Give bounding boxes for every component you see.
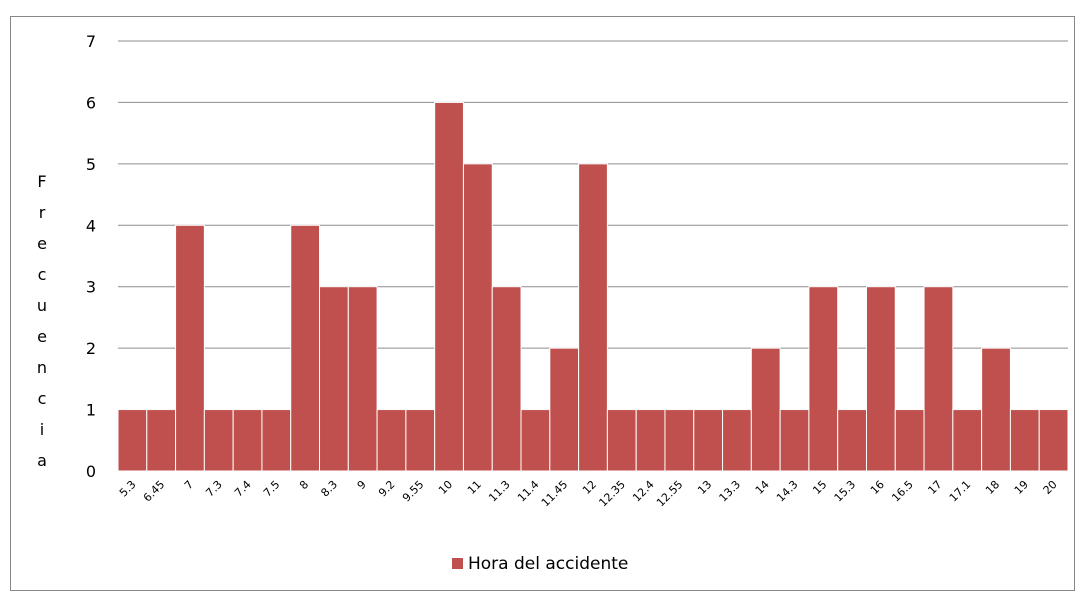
bar bbox=[722, 409, 752, 472]
bar bbox=[117, 409, 148, 472]
x-tick-label: 8.3 bbox=[318, 478, 340, 500]
x-tick-label: 8 bbox=[297, 478, 311, 492]
bar bbox=[232, 409, 263, 472]
x-tick-label: 7.5 bbox=[261, 478, 283, 500]
x-tick-label: 9 bbox=[355, 478, 369, 492]
x-tick-label: 11.3 bbox=[486, 478, 513, 505]
x-tick-label: 9.55 bbox=[400, 478, 427, 505]
x-tick-label: 7.3 bbox=[203, 478, 225, 500]
bar bbox=[462, 163, 493, 472]
bar bbox=[319, 286, 349, 472]
bar bbox=[779, 409, 810, 472]
bar bbox=[290, 224, 321, 472]
x-tick-label: 14 bbox=[753, 478, 772, 497]
bar bbox=[894, 409, 925, 472]
bar bbox=[606, 409, 637, 472]
x-tick-label: 13 bbox=[695, 478, 714, 497]
x-tick-label: 20 bbox=[1041, 478, 1060, 497]
bar bbox=[347, 286, 378, 472]
x-tick-label: 12.35 bbox=[596, 478, 627, 509]
bar bbox=[146, 409, 177, 472]
bar bbox=[952, 409, 983, 472]
x-tick-label: 19 bbox=[1012, 478, 1031, 497]
bar bbox=[203, 409, 234, 472]
x-tick-label: 7 bbox=[182, 478, 196, 492]
y-tick-label: 0 bbox=[86, 462, 96, 481]
x-tick-label: 15 bbox=[810, 478, 829, 497]
y-tick-label: 4 bbox=[86, 216, 96, 235]
y-tick-label: 2 bbox=[86, 339, 96, 358]
x-tick-label: 5.3 bbox=[117, 478, 139, 500]
bar bbox=[635, 409, 666, 472]
x-tick-label: 10 bbox=[436, 478, 455, 497]
bar bbox=[923, 286, 954, 472]
chart-frame bbox=[10, 16, 1075, 591]
bar bbox=[261, 409, 292, 472]
bar bbox=[664, 409, 695, 472]
x-tick-label: 17 bbox=[925, 478, 944, 497]
x-tick-label: 16.5 bbox=[889, 478, 916, 505]
y-axis-label: Frecuencia bbox=[33, 172, 52, 482]
x-tick-label: 9.2 bbox=[376, 478, 398, 500]
x-tick-label: 18 bbox=[983, 478, 1002, 497]
y-tick-label: 7 bbox=[86, 32, 96, 51]
bar bbox=[376, 409, 407, 472]
legend-swatch bbox=[452, 558, 463, 569]
x-tick-label: 12.55 bbox=[654, 478, 685, 509]
x-tick-label: 11.45 bbox=[539, 478, 570, 509]
x-tick-label: 12 bbox=[580, 478, 599, 497]
bar bbox=[520, 409, 551, 472]
bar bbox=[491, 286, 522, 472]
bar bbox=[1038, 409, 1069, 472]
bar bbox=[693, 409, 724, 472]
y-tick-label: 5 bbox=[86, 155, 96, 174]
bar bbox=[405, 409, 436, 472]
bar bbox=[175, 224, 205, 472]
x-tick-label: 11.4 bbox=[515, 478, 542, 505]
bar bbox=[750, 347, 781, 472]
x-tick-label: 6.45 bbox=[141, 478, 168, 505]
x-tick-label: 15.3 bbox=[832, 478, 859, 505]
y-tick-label: 3 bbox=[86, 278, 96, 297]
x-tick-label: 16 bbox=[868, 478, 887, 497]
x-tick-label: 12.4 bbox=[630, 478, 657, 505]
bar bbox=[434, 101, 464, 472]
bar bbox=[1009, 409, 1040, 472]
x-tick-label: 11 bbox=[465, 478, 484, 497]
x-tick-label: 13.3 bbox=[717, 478, 744, 505]
bar bbox=[808, 286, 839, 472]
x-tick-label: 17.1 bbox=[947, 478, 974, 505]
y-tick-label: 6 bbox=[86, 93, 96, 112]
bar bbox=[578, 163, 608, 472]
x-tick-label: 7.4 bbox=[232, 478, 254, 500]
x-tick-label: 14.3 bbox=[774, 478, 801, 505]
y-tick-label: 1 bbox=[86, 401, 96, 420]
bar bbox=[865, 286, 896, 472]
legend-label: Hora del accidente bbox=[468, 554, 628, 574]
bar bbox=[837, 409, 867, 472]
bar bbox=[549, 347, 580, 472]
bar bbox=[981, 347, 1011, 472]
